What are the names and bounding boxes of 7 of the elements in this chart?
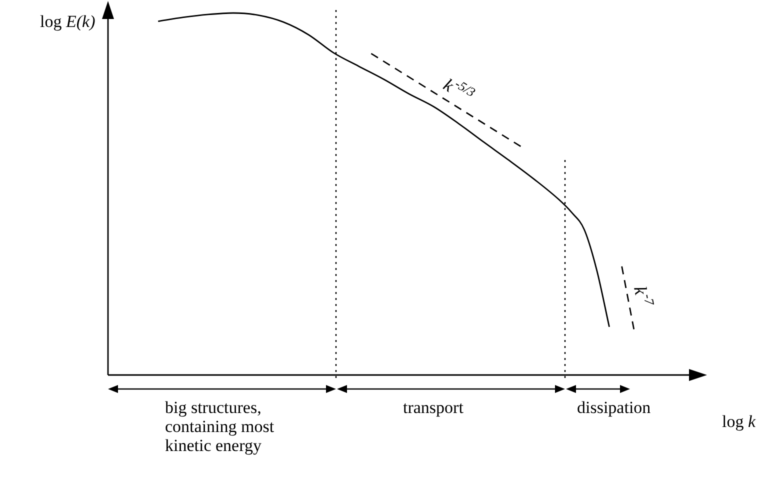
text: transport — [403, 398, 464, 417]
text: dissipation — [577, 398, 651, 417]
x-axis-title: log k — [722, 412, 756, 431]
text: big structures, containing most kinetic energy — [165, 398, 274, 455]
text: k-5/3 — [440, 74, 478, 100]
y-axis-title: log E(k) — [40, 12, 96, 31]
text: k-7 — [630, 284, 658, 307]
